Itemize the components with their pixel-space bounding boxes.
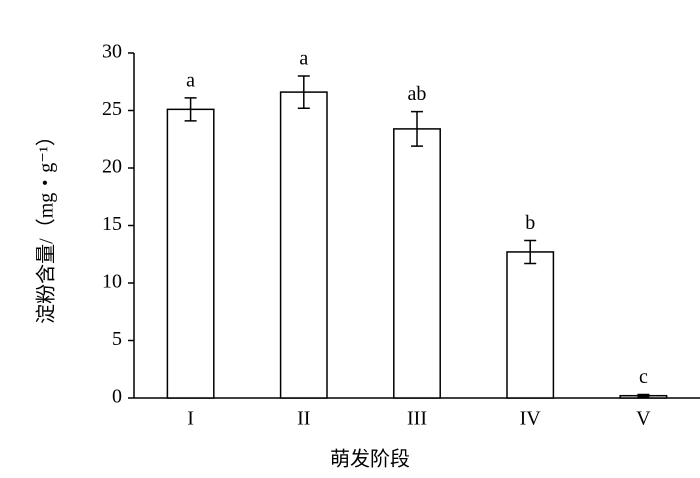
error-bar [411, 110, 423, 147]
x-tick-label: I [187, 408, 194, 430]
y-tick-label: 20 [102, 156, 122, 178]
x-tick-label: II [297, 408, 310, 430]
x-tick-label: IV [520, 408, 542, 430]
y-axis-title: 淀粉含量/（mg・g⁻¹） [35, 126, 58, 324]
bar [166, 108, 215, 399]
x-axis-title: 萌发阶段 [330, 448, 410, 471]
significance-label: b [525, 212, 535, 234]
significance-label: a [186, 69, 195, 91]
error-bar [524, 239, 537, 265]
y-tick-label: 25 [102, 98, 122, 120]
y-tick-label: 5 [112, 328, 122, 350]
error-bar [184, 97, 197, 122]
x-tick-label: III [407, 408, 427, 430]
y-tick-label: 30 [102, 41, 122, 63]
y-tick-label: 10 [102, 271, 122, 293]
significance-label: ab [408, 83, 427, 105]
bar [393, 128, 441, 399]
bar [279, 91, 328, 399]
significance-label: c [639, 366, 648, 388]
significance-label: a [299, 48, 308, 70]
error-bar [297, 75, 310, 109]
x-tick-label: V [636, 408, 651, 430]
y-tick-label: 15 [102, 213, 122, 235]
error-bar [637, 393, 650, 398]
y-tick-label: 0 [112, 386, 122, 408]
bar [506, 251, 555, 399]
